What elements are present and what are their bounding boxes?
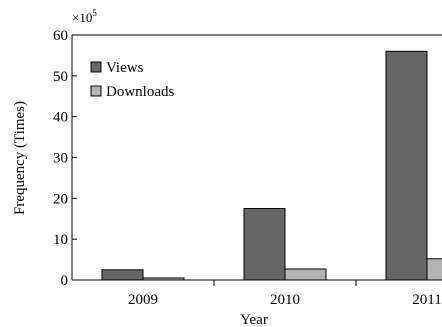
legend: Views Downloads: [90, 60, 174, 100]
bar-views-2010: [243, 208, 286, 281]
y-tick-label-5: 50: [53, 69, 68, 85]
y-tick-label-4: 40: [53, 110, 68, 126]
y-axis-title: Frequency (Times): [12, 101, 28, 215]
x-tick-label-2011: 2011: [412, 292, 441, 308]
legend-swatch-downloads: [90, 85, 102, 97]
y-tick-label-6: 60: [53, 28, 68, 44]
y-tick-label-2: 20: [53, 191, 68, 207]
y-tick-label-1: 10: [53, 232, 68, 248]
bar-downloads-2011: [426, 258, 442, 281]
y-tick-label-3: 30: [53, 151, 68, 167]
legend-label-views: Views: [106, 60, 144, 76]
legend-label-downloads: Downloads: [106, 84, 174, 100]
legend-swatch-views: [90, 61, 102, 73]
y-axis-ticks: 0 10 20 30 40 50 60: [53, 28, 77, 289]
x-tick-label-2010: 2010: [270, 292, 300, 308]
x-axis-ticks: 2009 2010 2011: [128, 280, 442, 308]
x-tick-label-2009: 2009: [128, 292, 158, 308]
bar-views-2011: [385, 50, 428, 281]
y-multiplier-base: ×10: [72, 10, 92, 25]
bar-downloads-2010: [284, 268, 327, 281]
y-tick-label-0: 0: [61, 273, 69, 289]
bar-views-2009: [101, 269, 144, 281]
x-axis-title: Year: [240, 312, 268, 327]
bars-group: [101, 50, 442, 281]
y-axis-multiplier: ×105: [72, 8, 97, 25]
y-multiplier-exponent: 5: [92, 8, 97, 18]
